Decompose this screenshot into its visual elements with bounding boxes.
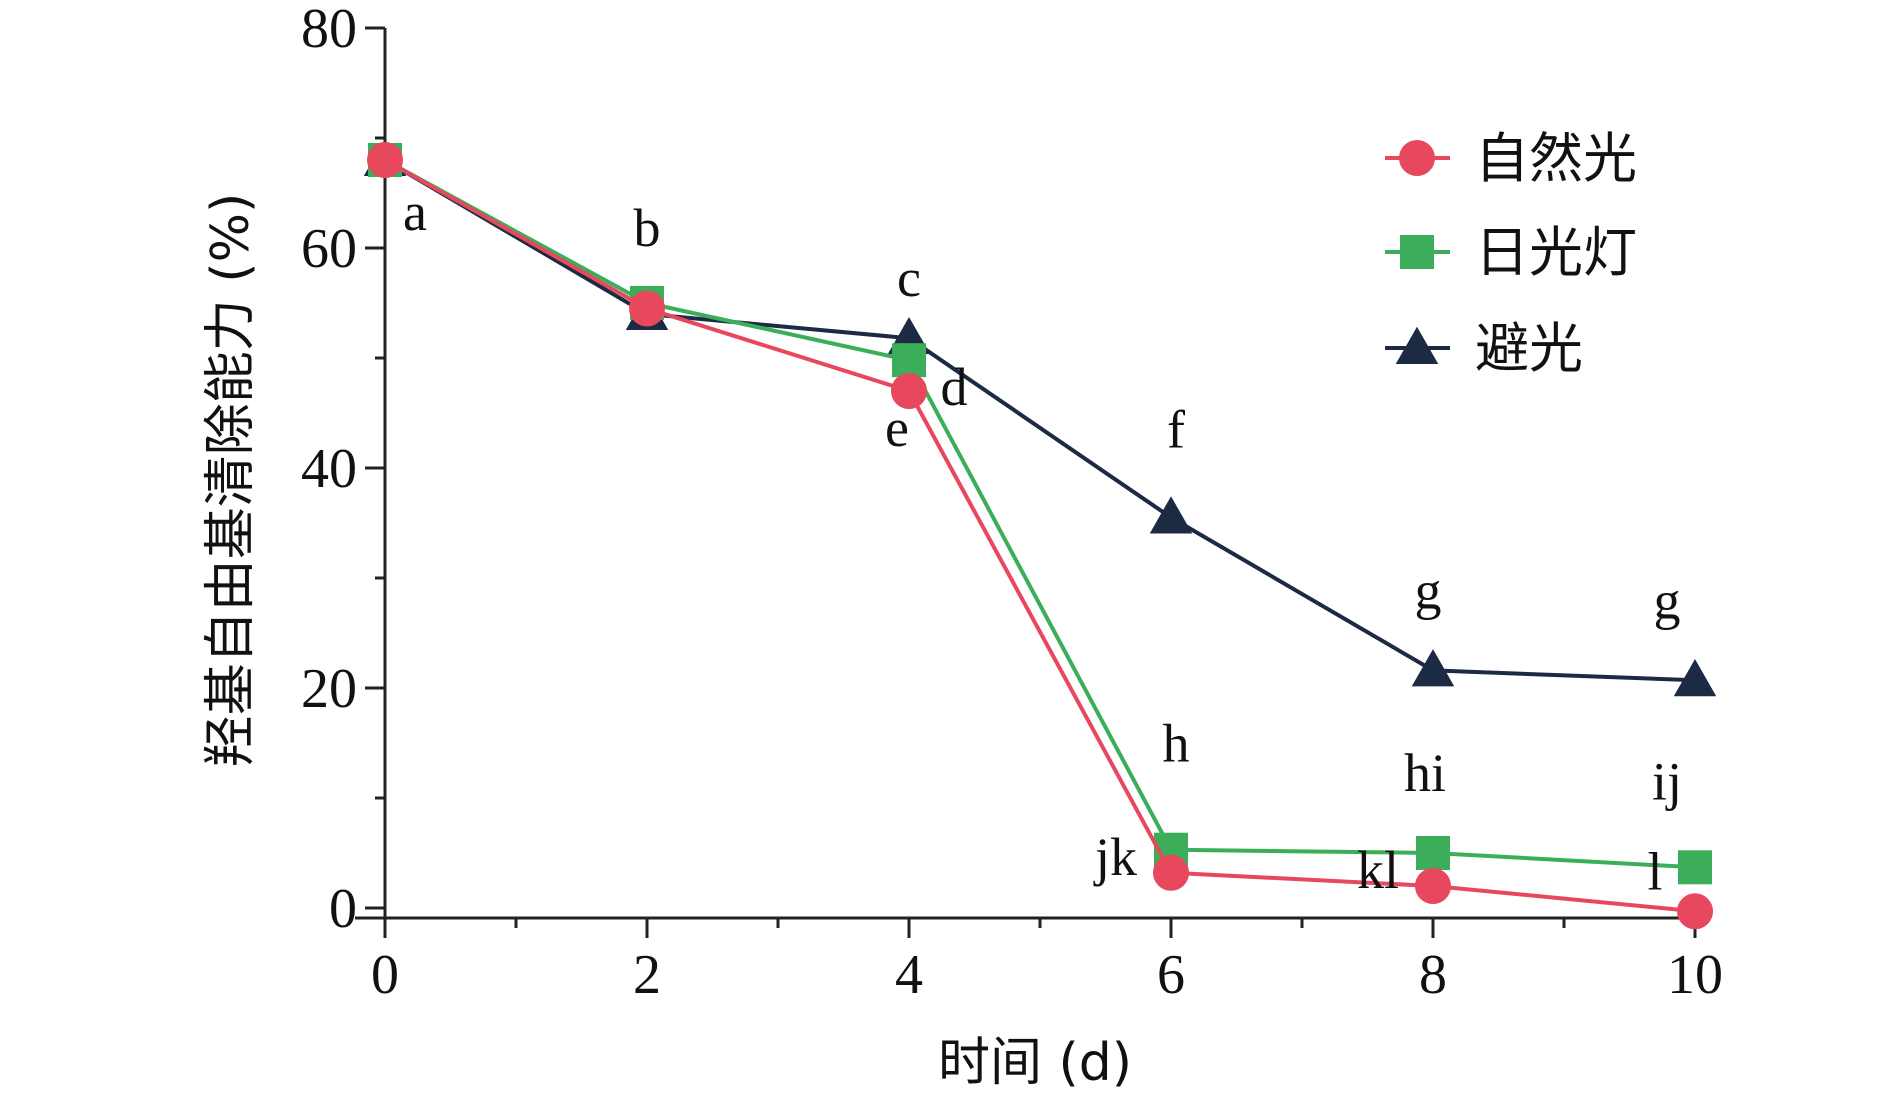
axes: 0 20 40 60 80 0 2 4 6 8 10 bbox=[301, 0, 1723, 1006]
significance-label: h bbox=[1163, 714, 1190, 774]
significance-labels: a e jk kl l d h hi ij b c f g g bbox=[403, 182, 1682, 901]
significance-label: d bbox=[941, 357, 968, 417]
data-point bbox=[1415, 868, 1451, 904]
data-point bbox=[367, 142, 403, 178]
legend-label: 自然光 bbox=[1475, 127, 1637, 190]
significance-label: kl bbox=[1357, 840, 1399, 900]
x-tick-label: 0 bbox=[371, 944, 399, 1006]
data-point bbox=[629, 290, 665, 327]
y-tick-label: 40 bbox=[301, 438, 357, 500]
significance-label: g bbox=[1654, 570, 1681, 630]
legend-label: 避光 bbox=[1475, 317, 1583, 380]
legend-marker bbox=[1400, 235, 1434, 269]
significance-label: hi bbox=[1404, 743, 1446, 803]
legend-label: 日光灯 bbox=[1475, 221, 1637, 284]
legend-item: 避光 bbox=[1385, 317, 1583, 380]
x-tick-label: 2 bbox=[633, 944, 661, 1006]
data-point bbox=[1149, 496, 1193, 534]
data-point bbox=[1153, 854, 1189, 891]
x-tick-label: 8 bbox=[1419, 944, 1447, 1006]
y-tick-label: 80 bbox=[301, 0, 357, 60]
significance-label: g bbox=[1415, 560, 1442, 620]
legend-marker bbox=[1399, 140, 1435, 176]
significance-label: a bbox=[403, 182, 427, 242]
data-point bbox=[891, 373, 927, 409]
data-point bbox=[1416, 836, 1450, 870]
significance-label: c bbox=[897, 248, 921, 308]
series-circle bbox=[367, 142, 1713, 930]
x-tick-label: 6 bbox=[1157, 944, 1185, 1006]
y-tick-label: 60 bbox=[301, 218, 357, 280]
significance-label: jk bbox=[1093, 827, 1137, 887]
significance-label: l bbox=[1647, 841, 1662, 901]
data-point bbox=[1411, 649, 1455, 687]
y-tick-label: 20 bbox=[301, 658, 357, 720]
legend-item: 自然光 bbox=[1385, 127, 1637, 190]
x-tick-label: 4 bbox=[895, 944, 923, 1006]
legend-marker bbox=[1395, 326, 1439, 364]
significance-label: f bbox=[1167, 400, 1185, 460]
x-tick-label: 10 bbox=[1667, 944, 1723, 1006]
significance-label: e bbox=[885, 398, 909, 458]
series-line bbox=[384, 158, 1696, 914]
y-tick-label: 0 bbox=[329, 878, 357, 940]
data-point bbox=[1678, 850, 1712, 885]
data-point bbox=[1673, 659, 1717, 697]
plot-area bbox=[363, 138, 1717, 930]
legend-item: 日光灯 bbox=[1385, 221, 1637, 284]
significance-label: b bbox=[634, 198, 661, 258]
data-point bbox=[892, 343, 926, 378]
y-axis-title: 羟基自由基清除能力 (%) bbox=[201, 193, 261, 768]
series-line bbox=[383, 158, 1696, 683]
series-line bbox=[384, 158, 1696, 870]
data-point bbox=[1677, 893, 1713, 930]
significance-label: ij bbox=[1652, 751, 1682, 811]
x-axis-title: 时间 (d) bbox=[938, 1033, 1132, 1093]
